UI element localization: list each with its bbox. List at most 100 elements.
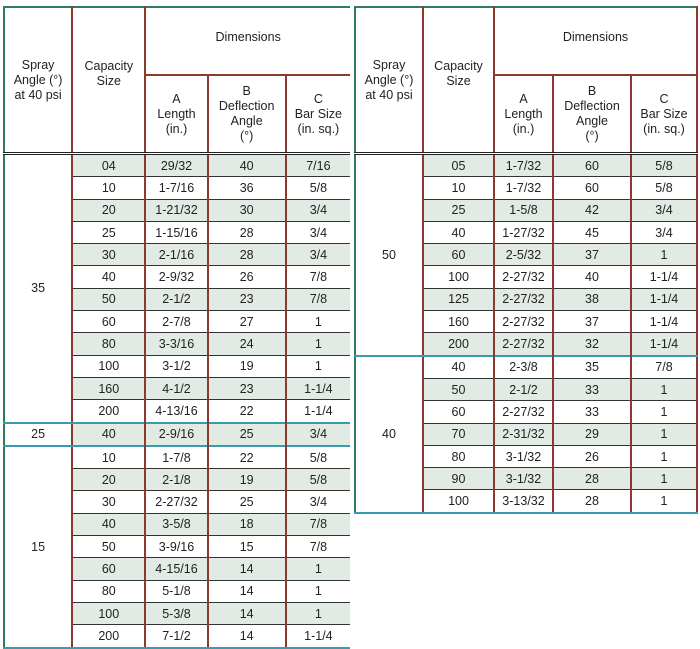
bar-size-cell: 7/8 bbox=[284, 265, 350, 289]
table-row: 160 2-27/32 37 1-1/4 bbox=[355, 310, 697, 334]
table-row: 100 3-13/32 28 1 bbox=[355, 489, 697, 514]
deflection-angle-cell: 40 bbox=[206, 153, 286, 178]
capacity-cell: 30 bbox=[71, 490, 146, 514]
table-row: 90 3-1/32 28 1 bbox=[355, 467, 697, 491]
capacity-cell: 40 bbox=[422, 221, 494, 245]
capacity-cell: 40 bbox=[422, 354, 494, 379]
deflection-angle-cell: 32 bbox=[552, 332, 631, 357]
deflection-angle-cell: 24 bbox=[206, 332, 286, 356]
bar-size-cell: 5/8 bbox=[630, 176, 697, 200]
dimension-b-header: B Deflection Angle (°) bbox=[552, 75, 631, 155]
capacity-cell: 100 bbox=[71, 602, 146, 626]
deflection-angle-cell: 14 bbox=[206, 580, 286, 603]
length-cell: 29/32 bbox=[144, 153, 208, 178]
spray-angle-cell: 40 bbox=[355, 354, 423, 514]
length-cell: 2-5/32 bbox=[493, 243, 553, 267]
bar-size-cell: 1-1/4 bbox=[284, 624, 350, 649]
bar-size-cell: 1 bbox=[284, 332, 350, 356]
table-row: 60 2-5/32 37 1 bbox=[355, 243, 697, 267]
deflection-angle-cell: 19 bbox=[206, 468, 286, 492]
length-cell: 3-13/32 bbox=[493, 489, 553, 514]
spray-angle-cell: 35 bbox=[4, 153, 73, 424]
deflection-angle-cell: 60 bbox=[552, 176, 631, 200]
bar-size-cell: 1 bbox=[284, 310, 350, 334]
deflection-angle-cell: 25 bbox=[206, 421, 286, 447]
table-row: 30 2-1/16 28 3/4 bbox=[4, 243, 350, 267]
length-cell: 3-1/2 bbox=[144, 355, 208, 378]
length-cell: 2-1/8 bbox=[144, 468, 208, 492]
length-cell: 1-7/16 bbox=[144, 176, 208, 200]
bar-size-cell: 5/8 bbox=[284, 468, 350, 492]
capacity-size-header: Capacity Size bbox=[71, 7, 146, 155]
bar-size-cell: 1-1/4 bbox=[630, 288, 697, 312]
deflection-angle-cell: 14 bbox=[206, 624, 286, 649]
table-row: 25 1-5/8 42 3/4 bbox=[355, 199, 697, 222]
length-cell: 4-13/16 bbox=[144, 399, 208, 424]
bar-size-cell: 3/4 bbox=[284, 490, 350, 514]
header-line: (°) bbox=[240, 129, 254, 143]
header-line: Deflection bbox=[564, 99, 620, 113]
length-cell: 2-7/8 bbox=[144, 310, 208, 334]
header-line: (in.) bbox=[512, 121, 535, 136]
deflection-angle-cell: 15 bbox=[206, 535, 286, 559]
deflection-angle-cell: 28 bbox=[206, 221, 286, 245]
length-cell: 4-1/2 bbox=[144, 377, 208, 401]
header-line: Length bbox=[504, 106, 543, 121]
length-cell: 1-21/32 bbox=[144, 199, 208, 222]
length-cell: 2-1/16 bbox=[144, 243, 208, 267]
capacity-size-header: Capacity Size bbox=[422, 7, 494, 155]
length-cell: 1-7/32 bbox=[493, 153, 553, 178]
length-cell: 2-27/32 bbox=[493, 332, 553, 357]
dimension-c-header: C Bar Size (in. sq.) bbox=[284, 75, 350, 155]
table-row: 60 2-27/32 33 1 bbox=[355, 400, 697, 424]
spray-angle-cell: 15 bbox=[4, 444, 73, 649]
bar-size-cell: 3/4 bbox=[284, 243, 350, 267]
deflection-angle-cell: 28 bbox=[206, 243, 286, 267]
deflection-angle-cell: 30 bbox=[206, 199, 286, 222]
deflection-angle-cell: 40 bbox=[552, 265, 631, 289]
table-row: 200 2-27/32 32 1-1/4 bbox=[355, 332, 697, 357]
deflection-angle-cell: 26 bbox=[206, 265, 286, 289]
deflection-angle-cell: 37 bbox=[552, 243, 631, 267]
bar-size-cell: 7/8 bbox=[284, 535, 350, 559]
capacity-cell: 05 bbox=[422, 153, 494, 178]
capacity-cell: 60 bbox=[71, 310, 146, 334]
bar-size-cell: 1 bbox=[630, 400, 697, 424]
capacity-cell: 60 bbox=[71, 557, 146, 581]
capacity-cell: 50 bbox=[71, 288, 146, 312]
bar-size-cell: 1 bbox=[630, 489, 697, 514]
bar-size-cell: 1 bbox=[284, 557, 350, 581]
deflection-angle-cell: 38 bbox=[552, 288, 631, 312]
table-row: 10 1-7/32 60 5/8 bbox=[355, 176, 697, 200]
deflection-angle-cell: 26 bbox=[552, 445, 631, 469]
deflection-angle-cell: 23 bbox=[206, 377, 286, 401]
bar-size-cell: 1-1/4 bbox=[284, 377, 350, 401]
bar-size-cell: 1 bbox=[630, 243, 697, 267]
length-cell: 1-27/32 bbox=[493, 221, 553, 245]
capacity-cell: 25 bbox=[71, 221, 146, 245]
bar-size-cell: 1 bbox=[630, 467, 697, 491]
bar-size-cell: 3/4 bbox=[284, 421, 350, 447]
length-cell: 1-7/32 bbox=[493, 176, 553, 200]
capacity-cell: 60 bbox=[422, 400, 494, 424]
dimensions-header: Dimensions bbox=[144, 7, 350, 76]
capacity-cell: 20 bbox=[71, 468, 146, 492]
capacity-cell: 50 bbox=[71, 535, 146, 559]
bar-size-cell: 5/8 bbox=[284, 176, 350, 200]
table-row: 50 3-9/16 15 7/8 bbox=[4, 535, 350, 559]
capacity-cell: 30 bbox=[71, 243, 146, 267]
capacity-cell: 160 bbox=[422, 310, 494, 334]
bar-size-cell: 3/4 bbox=[630, 199, 697, 222]
table-row: 10 1-7/16 36 5/8 bbox=[4, 176, 350, 200]
header-line: (°) bbox=[585, 129, 599, 143]
header-line: Angle bbox=[230, 114, 263, 128]
deflection-angle-cell: 45 bbox=[552, 221, 631, 245]
table-row: 40 2-9/32 26 7/8 bbox=[4, 265, 350, 289]
table-row: 25 1-15/16 28 3/4 bbox=[4, 221, 350, 245]
header-line: Angle bbox=[576, 114, 608, 128]
deflection-angle-cell: 22 bbox=[206, 444, 286, 470]
bar-size-cell: 3/4 bbox=[284, 221, 350, 245]
bar-size-cell: 1-1/4 bbox=[630, 332, 697, 357]
bar-size-cell: 1-1/4 bbox=[630, 310, 697, 334]
deflection-angle-cell: 27 bbox=[206, 310, 286, 334]
